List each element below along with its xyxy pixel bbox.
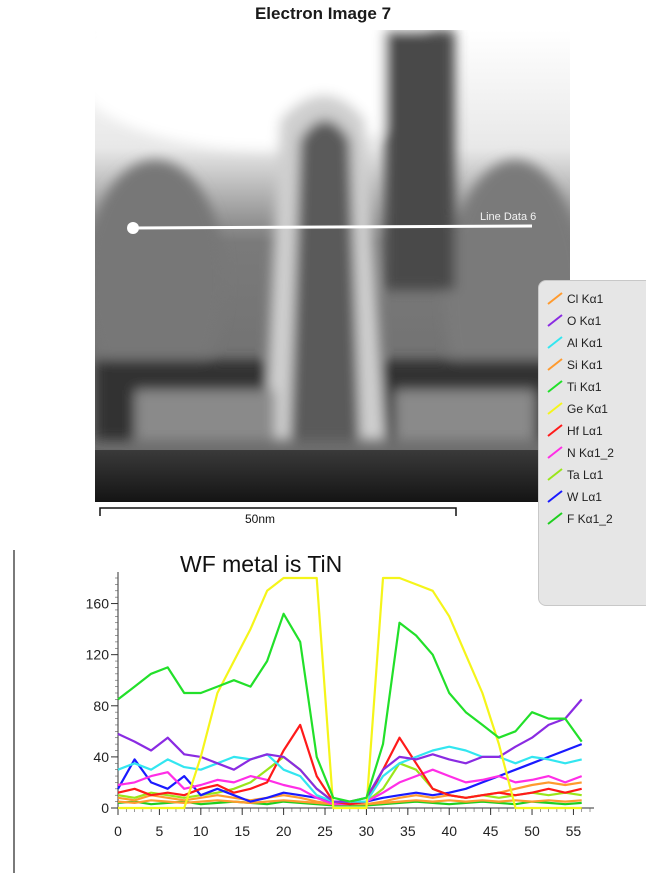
legend-label: Ti Kα1: [567, 380, 602, 394]
legend: Cl Kα1 O Kα1 Al Kα1 Si Kα1 Ti Kα1 Ge Kα1…: [538, 280, 646, 606]
x-tick-label: 15: [234, 823, 250, 839]
legend-label: Hf Lα1: [567, 424, 603, 438]
legend-label: Ta Lα1: [567, 468, 604, 482]
x-tick-label: 20: [276, 823, 292, 839]
legend-swatch: [547, 336, 563, 349]
x-tick-label: 55: [566, 823, 582, 839]
legend-swatch: [547, 380, 563, 393]
series-line-f-k-1-2: [117, 800, 582, 807]
legend-label: Ge Kα1: [567, 402, 608, 416]
legend-swatch: [547, 424, 563, 437]
legend-label: W Lα1: [567, 490, 602, 504]
legend-swatch: [547, 314, 563, 327]
y-tick-label: 120: [86, 647, 110, 663]
legend-item: W Lα1: [539, 487, 646, 507]
x-tick-label: 35: [400, 823, 416, 839]
legend-item: Ta Lα1: [539, 465, 646, 485]
legend-label: F Kα1_2: [567, 512, 613, 526]
legend-swatch: [547, 292, 563, 305]
legend-swatch: [547, 402, 563, 415]
legend-label: Cl Kα1: [567, 292, 604, 306]
legend-item: Si Kα1: [539, 355, 646, 375]
electron-image-title: Electron Image 7: [254, 4, 392, 23]
x-tick-label: 30: [359, 823, 375, 839]
legend-item: Al Kα1: [539, 333, 646, 353]
legend-label: Al Kα1: [567, 336, 603, 350]
line-data-label: Line Data 6: [480, 211, 537, 223]
legend-item: F Kα1_2: [539, 509, 646, 529]
legend-swatch: [547, 468, 563, 481]
series-line-ge-k-1: [118, 576, 582, 810]
y-tick-label: 80: [93, 698, 109, 714]
sem-image: [95, 30, 570, 502]
x-tick-label: 0: [114, 823, 122, 839]
legend-label: O Kα1: [567, 314, 602, 328]
legend-item: Cl Kα1: [539, 289, 646, 309]
x-tick-label: 45: [483, 823, 499, 839]
y-tick-label: 0: [101, 800, 109, 816]
series-line-hf-l-1: [117, 723, 582, 806]
line-profile-chart: 0 5 10 15 20 25 30 35 40 45 50 55 0 40 80 120 160: [13, 550, 594, 873]
line-scan: [132, 224, 533, 230]
legend-label: Si Kα1: [567, 358, 603, 372]
legend-swatch: [547, 446, 563, 459]
y-tick-label: 160: [86, 596, 110, 612]
legend-swatch: [547, 490, 563, 503]
legend-item: Ti Kα1: [539, 377, 646, 397]
legend-item: Ge Kα1: [539, 399, 646, 419]
legend-swatch: [547, 358, 563, 371]
y-tick-label: 40: [93, 749, 109, 765]
legend-item: Hf Lα1: [539, 421, 646, 441]
chart-annotation: WF metal is TiN: [180, 551, 343, 577]
x-tick-label: 10: [193, 823, 209, 839]
x-tick-label: 50: [524, 823, 540, 839]
legend-swatch: [547, 512, 563, 525]
series-line-o-k-1: [117, 698, 583, 803]
legend-item: N Kα1_2: [539, 443, 646, 463]
x-tick-label: 25: [317, 823, 333, 839]
x-tick-label: 5: [156, 823, 164, 839]
x-tick-label: 40: [441, 823, 457, 839]
legend-label: N Kα1_2: [567, 446, 614, 460]
series-line-ti-k-1: [117, 612, 583, 803]
line-scan-start-handle[interactable]: [127, 222, 139, 234]
scale-bar-label: 50nm: [245, 512, 276, 526]
legend-item: O Kα1: [539, 311, 646, 331]
